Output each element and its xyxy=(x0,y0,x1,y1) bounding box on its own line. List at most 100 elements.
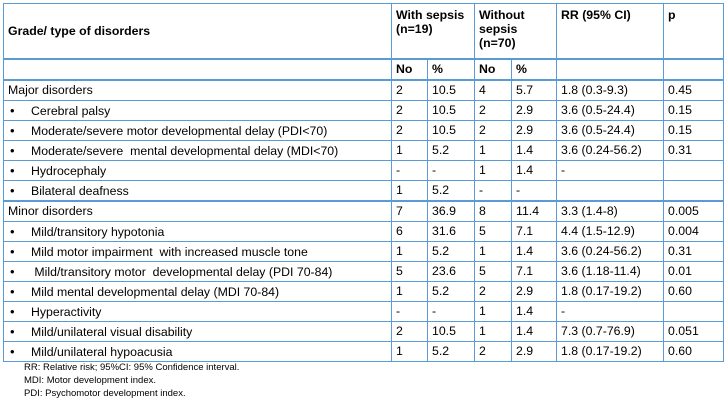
cell-p xyxy=(663,159,725,181)
subheader-no-without: No xyxy=(474,58,513,81)
cell-without-no: 2 xyxy=(474,340,513,362)
footnote-rr: RR: Relative risk; 95%CI: 95% Confidence… xyxy=(24,362,240,373)
cell-with-no: 2 xyxy=(391,119,428,141)
header-with-sepsis: With sepsis (n=19) xyxy=(390,3,476,60)
row-label: • Mild mental developmental delay (MDI 70… xyxy=(3,280,392,302)
cell-without-no: 1 xyxy=(474,320,513,342)
table-row: • Mild/unilateral visual disability 2 10.5 1… xyxy=(3,320,725,342)
cell-rr: 3.6 (0.24-56.2) xyxy=(556,240,665,262)
cell-without-no: 4 xyxy=(474,79,513,101)
cell-with-no: 2 xyxy=(391,79,428,101)
table-row: • Moderate/severe motor developmental del… xyxy=(3,119,725,141)
cell-p: 0.15 xyxy=(663,99,725,121)
cell-without-pct: 2.9 xyxy=(511,119,558,141)
cell-with-pct: 31.6 xyxy=(426,220,476,242)
cell-rr: 7.3 (0.7-76.9) xyxy=(556,320,665,342)
row-label: • Mild/unilateral visual disability xyxy=(3,320,392,342)
row-label: • Mild/unilateral hypoacusia xyxy=(3,340,392,362)
bullet-icon: • xyxy=(10,223,15,239)
table-row: • Bilateral deafness 1 5.2- - xyxy=(3,179,725,201)
cell-without-pct: 1.4 xyxy=(511,240,558,262)
cell-p: 0.45 xyxy=(663,79,725,101)
cell-without-pct: 1.4 xyxy=(511,300,558,322)
cell-without-no: 5 xyxy=(474,220,513,242)
row-label: Minor disorders xyxy=(3,199,392,222)
cell-without-pct: 2.9 xyxy=(511,99,558,121)
disorders-table: Grade/ type of disorders With sepsis (n=… xyxy=(3,3,725,362)
row-label-text: Mild/unilateral hypoacusia xyxy=(31,344,173,359)
cell-rr: 3.3 (1.4-8) xyxy=(556,199,665,222)
bullet-icon: • xyxy=(10,243,15,259)
cell-p xyxy=(663,300,725,322)
cell-without-no: 2 xyxy=(474,280,513,302)
cell-without-pct: 2.9 xyxy=(511,340,558,362)
cell-p: 0.051 xyxy=(663,320,725,342)
cell-without-pct: 1.4 xyxy=(511,139,558,161)
cell-with-no: 7 xyxy=(391,199,428,222)
row-label-text: Mild/unilateral visual disability xyxy=(31,324,193,339)
cell-without-pct: 2.9 xyxy=(511,280,558,302)
cell-without-pct: 7.1 xyxy=(511,220,558,242)
table-row: • Mild/unilateral hypoacusia 1 5.2 2 2.9 1.8 (… xyxy=(3,340,725,362)
cell-without-no: 2 xyxy=(474,119,513,141)
row-label: • Moderate/severe motor developmental del… xyxy=(3,119,392,141)
bullet-icon: • xyxy=(10,323,15,339)
cell-with-no: 1 xyxy=(391,139,428,161)
row-label: • Mild/transitory hypotonia xyxy=(3,220,392,242)
header-rr: RR (95% CI) xyxy=(556,3,665,60)
row-label-text: Mild/transitory motor developmental dela… xyxy=(31,264,333,279)
cell-with-pct: 5.2 xyxy=(426,139,476,161)
cell-rr: 3.6 (0.5-24.4) xyxy=(556,119,665,141)
cell-p: 0.31 xyxy=(663,240,725,262)
row-label-text: Bilateral deafness xyxy=(31,183,129,198)
cell-without-no: 1 xyxy=(474,139,513,161)
cell-rr: 1.8 (0.17-19.2) xyxy=(556,280,665,302)
bullet-icon: • xyxy=(10,263,15,279)
cell-p: 0.15 xyxy=(663,119,725,141)
row-label: • Hydrocephaly xyxy=(3,159,392,181)
bullet-icon: • xyxy=(10,303,15,319)
footnote-pdi: PDI: Psychomotor development index. xyxy=(24,388,186,399)
cell-without-no: 2 xyxy=(474,99,513,121)
cell-with-no: 1 xyxy=(391,340,428,362)
cell-p: 0.004 xyxy=(663,220,725,242)
row-label: • Mild/transitory motor developmental de… xyxy=(3,260,392,282)
table-row: • Hydrocephaly - -1 1.4- xyxy=(3,159,725,181)
cell-p: 0.60 xyxy=(663,340,725,362)
cell-with-no: - xyxy=(391,159,428,181)
cell-with-pct: 5.2 xyxy=(426,280,476,302)
table-row: • Mild mental developmental delay (MDI 70… xyxy=(3,280,725,302)
cell-with-no: 6 xyxy=(391,220,428,242)
row-label: • Cerebral palsy xyxy=(3,99,392,121)
cell-with-no: 2 xyxy=(391,320,428,342)
cell-with-pct: 5.2 xyxy=(426,240,476,262)
cell-rr: - xyxy=(556,300,665,322)
table-row: • Mild/transitory hypotonia 6 31.6 5 7.1 4.4 (… xyxy=(3,220,725,242)
footnote-mdi: MDI: Motor development index. xyxy=(24,375,157,386)
cell-p: 0.60 xyxy=(663,280,725,302)
cell-with-pct: 10.5 xyxy=(426,99,476,121)
cell-rr: 3.6 (1.18-11.4) xyxy=(556,260,665,282)
row-label-text: Cerebral palsy xyxy=(31,103,111,118)
table-row: • Hyperactivity - -1 1.4- xyxy=(3,300,725,322)
cell-without-no: - xyxy=(474,179,513,201)
cell-rr: 1.8 (0.3-9.3) xyxy=(556,79,665,101)
subheader-pct-without: % xyxy=(511,58,558,81)
cell-without-no: 1 xyxy=(474,159,513,181)
bullet-icon: • xyxy=(10,182,15,198)
bullet-icon: • xyxy=(10,343,15,359)
cell-without-pct: 5.7 xyxy=(511,79,558,101)
row-label-text: Hyperactivity xyxy=(31,304,102,319)
cell-with-pct: - xyxy=(426,300,476,322)
subheader-no-with: No xyxy=(391,58,428,81)
header-p: p xyxy=(663,3,725,60)
bullet-icon: • xyxy=(10,162,15,178)
cell-without-pct: 11.4 xyxy=(511,199,558,222)
header-without-sepsis: Without sepsis (n=70) xyxy=(474,3,558,60)
subheader-pct-with: % xyxy=(426,58,476,81)
cell-with-pct: 5.2 xyxy=(426,340,476,362)
subheader-blank xyxy=(3,58,392,81)
cell-with-no: - xyxy=(391,300,428,322)
cell-rr xyxy=(556,179,665,201)
bullet-icon: • xyxy=(10,122,15,138)
